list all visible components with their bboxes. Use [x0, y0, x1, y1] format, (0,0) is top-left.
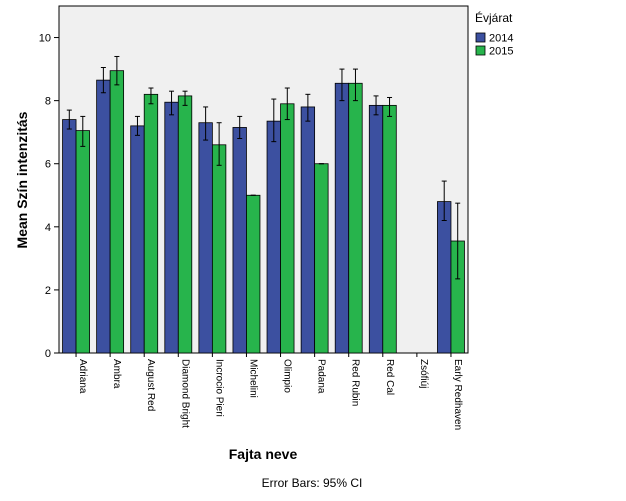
bar-2014-olimpio [266, 120, 281, 354]
y-tick-label: 4 [45, 222, 51, 234]
bar-2014-incrocio-pieri [198, 122, 213, 354]
error-bars-note: Error Bars: 95% CI [262, 476, 363, 490]
error-bar-2015-olimpio [284, 87, 290, 121]
error-bar-2015-ambra [114, 55, 120, 86]
error-bar-2014-incrocio-pieri [203, 106, 209, 141]
y-axis: 0 2 4 6 8 10 [39, 33, 59, 360]
x-tick-label: Diamond Bright [179, 359, 190, 428]
x-tick-label: Red Cal [384, 359, 395, 395]
error-bar-2014-early-redhaven [441, 180, 447, 222]
legend-title: Évjárat [475, 10, 513, 25]
bar-2015-incrocio-pieri [211, 144, 227, 354]
error-bar-2014-red-rubin [339, 68, 345, 102]
bar-2014-michelini [232, 127, 247, 354]
error-bar-2014-ambra [100, 67, 106, 94]
x-tick-label: Incrocio Pieri [213, 359, 224, 417]
x-tick-label: August Red [145, 359, 156, 411]
bar-2015-padana [314, 163, 329, 354]
bar-2015-adriana [75, 130, 90, 354]
x-tick-label: Early Redhaven [452, 359, 463, 430]
bar-2014-early-redhaven [437, 201, 452, 354]
bar-2014-august-red [130, 125, 145, 354]
error-bar-2015-incrocio-pieri [216, 122, 222, 166]
bar-2015-diamond-bright [177, 95, 193, 354]
y-tick-label: 10 [39, 33, 51, 45]
bar-2014-red-cal [368, 104, 384, 354]
bar-2014-diamond-bright [164, 101, 179, 354]
x-tick-label: Adriana [77, 359, 88, 394]
bar-2014-adriana [62, 119, 77, 354]
y-tick-label: 0 [45, 348, 51, 360]
bar-2015-ambra [109, 70, 125, 354]
error-bar-2014-olimpio [271, 98, 277, 143]
x-tick-label: Padana [316, 359, 327, 394]
bar-2015-olimpio [280, 103, 295, 354]
error-bar-2015-adriana [80, 115, 86, 147]
legend-label-2014: 2014 [489, 33, 513, 45]
x-tick-label: Red Rubin [350, 359, 361, 406]
x-tick-label: Michelini [247, 359, 258, 398]
error-bar-2014-diamond-bright [169, 90, 175, 116]
error-bar-2014-padana [305, 93, 311, 122]
error-bars-layer [66, 55, 461, 280]
bar-2015-michelini [246, 194, 261, 354]
x-axis-title: Fajta neve [229, 446, 298, 462]
x-tick-label: Zsófiúj [418, 359, 429, 388]
bar-2014-padana [300, 106, 316, 354]
x-tick-label: Ambra [111, 359, 122, 389]
error-bar-2014-adriana [66, 109, 72, 130]
bar-2015-red-cal [382, 104, 397, 354]
bars-layer [62, 70, 465, 354]
legend-swatch-2015 [475, 45, 486, 56]
y-tick-label: 2 [45, 285, 51, 297]
bar-2014-ambra [96, 79, 111, 354]
x-tick-label: Olimpio [282, 359, 293, 393]
plot-area [58, 5, 469, 354]
error-bar-2015-early-redhaven [455, 202, 461, 280]
error-bar-2015-diamond-bright [182, 90, 188, 106]
error-bar-2014-michelini [237, 115, 243, 139]
error-bar-2015-red-rubin [352, 68, 358, 102]
error-bar-2015-red-cal [387, 96, 393, 117]
error-bar-2014-red-cal [373, 95, 379, 116]
bar-2015-august-red [143, 93, 159, 354]
x-axis: Adriana Ambra August Red Diamond Bright Incr… [75, 353, 463, 430]
y-tick-label: 8 [45, 96, 51, 108]
y-axis-title: Mean Szín intenzitás [14, 111, 30, 248]
y-tick-label: 6 [45, 159, 51, 171]
error-bar-2015-august-red [148, 87, 154, 105]
error-bar-2014-august-red [134, 115, 140, 136]
bar-2014-red-rubin [334, 82, 350, 354]
legend-swatch-2014 [475, 32, 486, 43]
bar-2015-red-rubin [348, 82, 363, 354]
legend-label-2015: 2015 [489, 46, 513, 58]
